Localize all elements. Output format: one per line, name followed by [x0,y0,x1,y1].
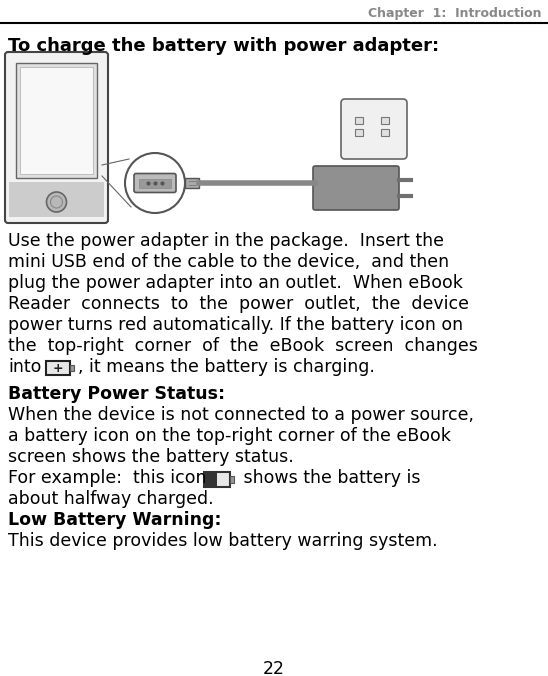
Text: a battery icon on the top-right corner of the eBook: a battery icon on the top-right corner o… [8,427,451,445]
Bar [355,129,363,136]
Text: 22: 22 [263,660,285,676]
Text: This device provides low battery warring system.: This device provides low battery warring… [8,532,438,550]
Text: , it means the battery is charging.: , it means the battery is charging. [78,358,375,376]
Bar [381,129,389,136]
Text: For example:  this icon: For example: this icon [8,469,207,487]
Bar [230,476,234,483]
Text: Battery Power Status:: Battery Power Status: [8,385,225,403]
Bar [16,63,97,178]
FancyBboxPatch shape [134,174,176,193]
Bar [20,67,93,174]
Text: power turns red automatically. If the battery icon on: power turns red automatically. If the ba… [8,316,463,334]
Text: mini USB end of the cable to the device,  and then: mini USB end of the cable to the device,… [8,253,449,271]
Bar [139,178,171,187]
Text: When the device is not connected to a power source,: When the device is not connected to a po… [8,406,474,424]
Text: Chapter  1:  Introduction: Chapter 1: Introduction [368,7,542,20]
Text: To charge the battery with power adapter:: To charge the battery with power adapter… [8,37,439,55]
Text: Use the power adapter in the package.  Insert the: Use the power adapter in the package. In… [8,232,444,250]
FancyBboxPatch shape [341,99,407,159]
Text: shows the battery is: shows the battery is [238,469,420,487]
Bar [381,117,389,124]
Text: +: + [53,362,64,375]
FancyBboxPatch shape [313,166,399,210]
Text: screen shows the battery status.: screen shows the battery status. [8,448,294,466]
FancyBboxPatch shape [5,52,108,223]
Text: plug the power adapter into an outlet.  When eBook: plug the power adapter into an outlet. W… [8,274,463,292]
Bar [355,117,363,124]
Bar [205,473,217,486]
FancyBboxPatch shape [204,472,230,487]
Text: about halfway charged.: about halfway charged. [8,490,214,508]
FancyBboxPatch shape [46,361,70,375]
Bar [9,182,104,217]
Text: the  top-right  corner  of  the  eBook  screen  changes: the top-right corner of the eBook screen… [8,337,478,355]
Circle shape [47,192,66,212]
Text: into: into [8,358,42,376]
Text: Low Battery Warning:: Low Battery Warning: [8,511,221,529]
Text: Reader  connects  to  the  power  outlet,  the  device: Reader connects to the power outlet, the… [8,295,469,313]
Circle shape [125,153,185,213]
Bar [70,365,74,371]
Bar [185,178,199,188]
